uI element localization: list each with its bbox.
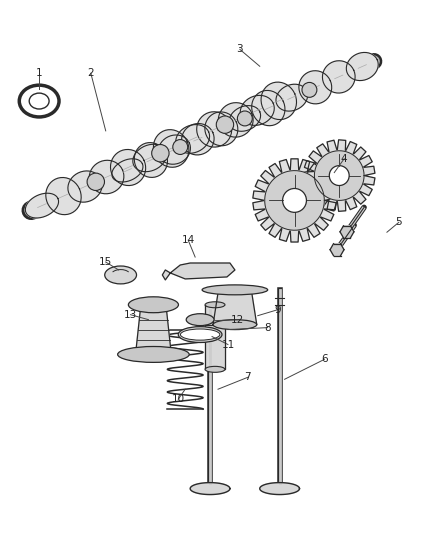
Polygon shape xyxy=(229,106,261,131)
Ellipse shape xyxy=(128,297,178,313)
Ellipse shape xyxy=(29,93,49,109)
Polygon shape xyxy=(25,193,59,218)
Text: 14: 14 xyxy=(182,235,195,245)
Polygon shape xyxy=(322,61,355,93)
Polygon shape xyxy=(253,159,336,242)
Ellipse shape xyxy=(105,266,137,284)
Polygon shape xyxy=(68,171,102,202)
Text: 13: 13 xyxy=(124,310,137,320)
Polygon shape xyxy=(182,124,214,155)
Polygon shape xyxy=(330,244,344,256)
Polygon shape xyxy=(261,82,297,119)
Polygon shape xyxy=(197,112,232,147)
Text: 2: 2 xyxy=(88,68,94,78)
Ellipse shape xyxy=(87,173,105,190)
Text: 8: 8 xyxy=(265,322,271,333)
Ellipse shape xyxy=(178,327,222,343)
Ellipse shape xyxy=(205,366,225,373)
Ellipse shape xyxy=(180,329,220,340)
Polygon shape xyxy=(110,149,146,185)
Ellipse shape xyxy=(186,314,214,326)
Polygon shape xyxy=(260,482,300,495)
Text: 11: 11 xyxy=(221,340,235,350)
Polygon shape xyxy=(158,135,191,164)
Circle shape xyxy=(283,189,307,212)
Ellipse shape xyxy=(213,320,257,329)
Text: 3: 3 xyxy=(237,44,243,54)
Text: 12: 12 xyxy=(231,314,244,325)
Ellipse shape xyxy=(19,85,59,117)
Text: 5: 5 xyxy=(396,217,402,227)
Polygon shape xyxy=(135,305,171,354)
Polygon shape xyxy=(46,177,81,215)
Text: 10: 10 xyxy=(172,394,185,404)
Polygon shape xyxy=(133,144,166,172)
Text: 6: 6 xyxy=(321,354,328,365)
Polygon shape xyxy=(346,52,378,80)
Ellipse shape xyxy=(118,346,189,362)
Polygon shape xyxy=(112,159,143,182)
Ellipse shape xyxy=(216,116,233,133)
Ellipse shape xyxy=(205,302,225,308)
Polygon shape xyxy=(176,125,210,154)
Polygon shape xyxy=(190,482,230,495)
Polygon shape xyxy=(314,151,364,200)
Polygon shape xyxy=(304,140,375,212)
Polygon shape xyxy=(299,71,332,104)
Polygon shape xyxy=(213,290,257,325)
Polygon shape xyxy=(252,91,285,126)
Polygon shape xyxy=(162,270,170,280)
Polygon shape xyxy=(218,103,253,137)
Polygon shape xyxy=(89,160,124,193)
Circle shape xyxy=(329,166,349,185)
Ellipse shape xyxy=(152,144,169,162)
Ellipse shape xyxy=(302,83,317,98)
Text: 9: 9 xyxy=(274,305,281,314)
Polygon shape xyxy=(205,112,238,146)
Text: 15: 15 xyxy=(99,257,113,267)
Polygon shape xyxy=(134,143,167,177)
Polygon shape xyxy=(265,171,324,230)
Polygon shape xyxy=(240,95,274,125)
Ellipse shape xyxy=(173,140,188,155)
Polygon shape xyxy=(276,84,307,111)
Ellipse shape xyxy=(202,285,268,295)
Text: 7: 7 xyxy=(244,372,251,382)
Polygon shape xyxy=(340,226,354,238)
Text: 1: 1 xyxy=(36,68,42,78)
Polygon shape xyxy=(205,305,225,369)
Text: 4: 4 xyxy=(341,154,347,164)
Polygon shape xyxy=(170,263,235,279)
Polygon shape xyxy=(153,130,189,167)
Ellipse shape xyxy=(237,111,252,126)
